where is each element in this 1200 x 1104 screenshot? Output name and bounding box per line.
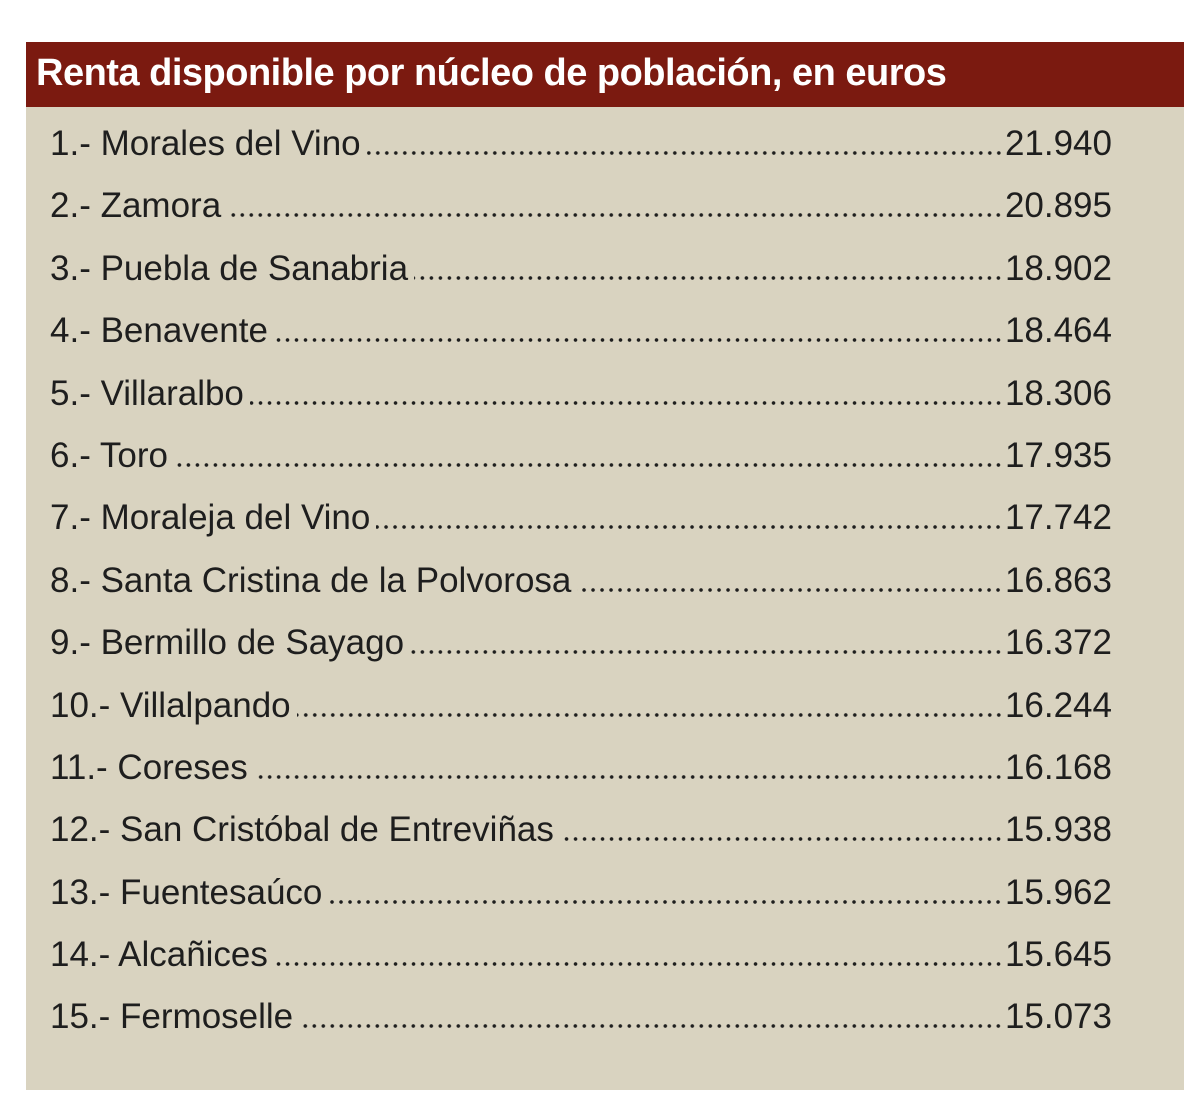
dot-leader — [366, 151, 1003, 155]
row-label: 9.- Bermillo de Sayago — [50, 623, 405, 663]
row-label: 13.- Fuentesaúco — [50, 872, 323, 912]
row-label: 7.- Moraleja del Vino — [50, 498, 371, 538]
row: 3.- Puebla de Sanabria 18.902 — [50, 249, 1112, 311]
row: 6.- Toro 17.935 — [50, 436, 1112, 498]
row-label: 12.- San Cristóbal de Entreviñas — [50, 810, 554, 850]
row: 8.- Santa Cristina de la Polvorosa 16.863 — [50, 561, 1112, 623]
row-label: 6.- Toro — [50, 435, 169, 475]
row-value: 18.464 — [1004, 311, 1112, 351]
row-value: 15.938 — [1004, 810, 1112, 850]
list: 1.- Morales del Vino 21.940 2.- Zamora 20.8… — [50, 124, 1112, 1060]
row-label: 5.- Villaralbo — [50, 373, 244, 413]
row-label: 8.- Santa Cristina de la Polvorosa — [50, 560, 572, 600]
row: 14.- Alcañices 15.645 — [50, 935, 1112, 997]
row-value: 16.168 — [1004, 747, 1112, 787]
dot-leader — [273, 962, 1003, 967]
row: 2.- Zamora 20.895 — [50, 186, 1112, 248]
row-label: 2.- Zamora — [50, 186, 222, 226]
row-label: 10.- Villalpando — [50, 685, 291, 725]
dot-leader — [296, 712, 1003, 717]
dot-leader — [577, 587, 1003, 592]
row-value: 20.895 — [1004, 186, 1112, 226]
row-value: 16.863 — [1004, 560, 1112, 600]
row-value: 15.645 — [1004, 935, 1112, 975]
row-value: 15.073 — [1004, 997, 1112, 1037]
row-value: 18.902 — [1004, 248, 1112, 288]
row-value: 16.372 — [1004, 623, 1112, 663]
panel: 1.- Morales del Vino 21.940 2.- Zamora 20.8… — [26, 107, 1184, 1090]
row-label: 15.- Fermoselle — [50, 997, 294, 1037]
row: 12.- San Cristóbal de Entreviñas 15.938 — [50, 810, 1112, 872]
row: 11.- Coreses 16.168 — [50, 748, 1112, 810]
dot-leader — [410, 650, 1003, 655]
row-value: 15.962 — [1004, 872, 1112, 912]
dot-leader — [273, 338, 1003, 343]
row-value: 21.940 — [1004, 124, 1112, 163]
row-value: 18.306 — [1004, 373, 1112, 413]
title: Renta disponible por núcleo de población… — [36, 52, 947, 94]
row-value: 17.935 — [1004, 435, 1112, 475]
row-label: 1.- Morales del Vino — [50, 124, 361, 163]
dot-leader — [559, 837, 1003, 842]
row-label: 3.- Puebla de Sanabria — [50, 248, 409, 288]
dot-leader — [328, 899, 1003, 904]
dot-leader — [376, 525, 1003, 530]
row: 15.- Fermoselle 15.073 — [50, 997, 1112, 1059]
row-label: 11.- Coreses — [50, 747, 248, 787]
row: 13.- Fuentesaúco 15.962 — [50, 873, 1112, 935]
dot-leader — [249, 400, 1003, 405]
row: 5.- Villaralbo 18.306 — [50, 374, 1112, 436]
row: 10.- Villalpando 16.244 — [50, 686, 1112, 748]
dot-leader — [174, 462, 1003, 467]
dot-leader — [227, 213, 1003, 218]
row: 7.- Moraleja del Vino 17.742 — [50, 498, 1112, 560]
row-label: 4.- Benavente — [50, 311, 268, 351]
row-value: 16.244 — [1004, 685, 1112, 725]
dot-leader — [414, 275, 1003, 280]
row: 1.- Morales del Vino 21.940 — [50, 124, 1112, 186]
row-value: 17.742 — [1004, 498, 1112, 538]
row: 9.- Bermillo de Sayago 16.372 — [50, 623, 1112, 685]
dot-leader — [299, 1024, 1003, 1029]
row-label: 14.- Alcañices — [50, 935, 268, 975]
title-bar: Renta disponible por núcleo de población… — [26, 42, 1184, 107]
dot-leader — [253, 774, 1003, 779]
row: 4.- Benavente 18.464 — [50, 311, 1112, 373]
